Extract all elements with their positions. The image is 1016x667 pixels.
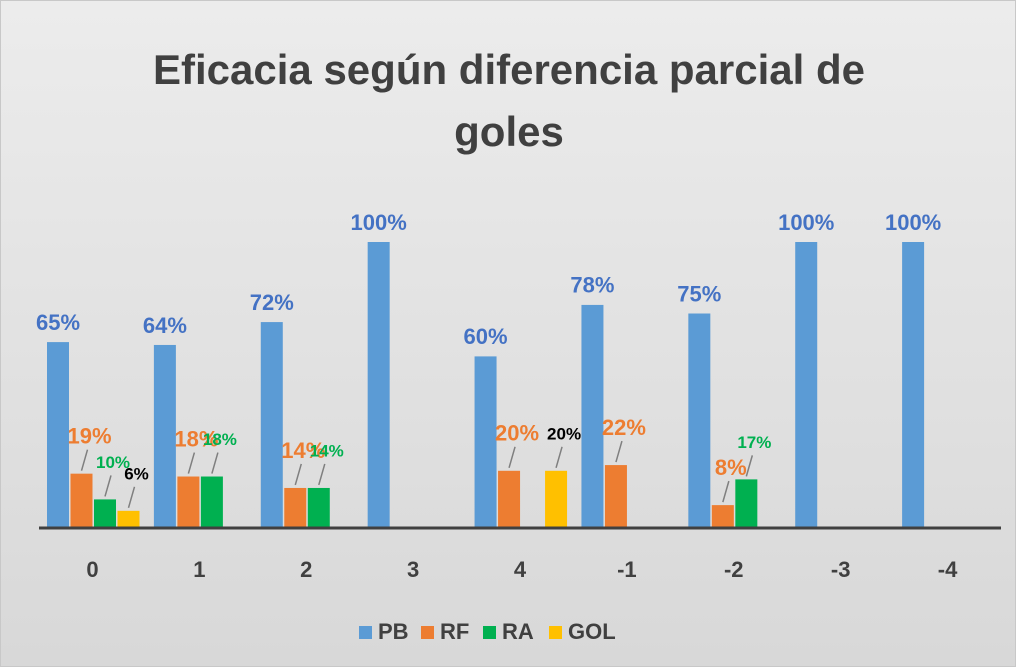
data-label: 75% <box>677 281 721 306</box>
leader-line <box>294 463 302 486</box>
data-label: 17% <box>737 433 771 452</box>
data-label: 65% <box>36 310 80 335</box>
data-label: 14% <box>281 438 325 463</box>
data-label: 100% <box>351 210 407 235</box>
data-label: 20% <box>547 424 581 443</box>
bar <box>177 476 200 528</box>
legend-label: RA <box>502 619 534 644</box>
x-tick-label: -2 <box>724 557 744 582</box>
x-tick-label: -1 <box>617 557 637 582</box>
x-tick-label: 1 <box>193 557 205 582</box>
legend-label: RF <box>440 619 469 644</box>
data-label: 10% <box>96 453 130 472</box>
bar <box>307 487 330 528</box>
bar <box>284 487 307 528</box>
data-label: 100% <box>885 210 941 235</box>
bar <box>70 473 93 528</box>
data-label: 22% <box>602 415 646 440</box>
data-label: 64% <box>143 313 187 338</box>
leader-line <box>318 463 326 486</box>
leader-line <box>615 440 623 463</box>
bar <box>94 499 116 528</box>
legend-swatch <box>483 626 496 639</box>
bar <box>581 304 604 528</box>
data-label: 20% <box>495 421 539 446</box>
data-label: 18% <box>203 430 237 449</box>
bar <box>545 470 568 528</box>
chart-title: Eficacia según diferencia parcial de gol… <box>153 46 865 155</box>
data-label: 60% <box>464 324 508 349</box>
legend-label: GOL <box>568 619 616 644</box>
bar <box>902 242 925 528</box>
leader-line <box>104 475 112 497</box>
bar <box>474 356 497 528</box>
data-label: 14% <box>310 441 344 460</box>
leader-line <box>127 486 136 509</box>
bar <box>200 476 223 528</box>
data-label: 19% <box>67 423 111 448</box>
leader-line <box>555 446 563 469</box>
leader-line <box>508 446 516 469</box>
leader-line <box>211 452 219 474</box>
bar <box>604 465 627 528</box>
bar <box>47 342 69 528</box>
bar <box>711 505 734 528</box>
legend-swatch <box>549 626 562 639</box>
leader-line <box>722 480 730 503</box>
bar <box>367 242 390 528</box>
bar <box>260 322 283 528</box>
x-tick-label: -3 <box>831 557 851 582</box>
data-label: 72% <box>250 290 294 315</box>
bar <box>795 242 818 528</box>
bar <box>498 470 521 528</box>
leader-line <box>187 452 196 474</box>
x-tick-label: 2 <box>300 557 312 582</box>
x-tick-label: -4 <box>938 557 958 582</box>
legend-swatch <box>421 626 434 639</box>
x-tick-label: 0 <box>86 557 98 582</box>
x-tick-label: 4 <box>514 557 527 582</box>
bar <box>117 510 140 528</box>
data-label: 78% <box>570 273 614 298</box>
leader-line <box>80 449 89 471</box>
bar <box>688 313 711 528</box>
data-label: 18% <box>174 426 218 451</box>
data-label: 8% <box>715 455 747 480</box>
x-tick-label: 3 <box>407 557 419 582</box>
bar <box>735 479 758 528</box>
legend-swatch <box>359 626 372 639</box>
bar <box>153 344 176 528</box>
data-label: 6% <box>124 464 149 483</box>
legend-label: PB <box>378 619 409 644</box>
leader-line <box>745 455 754 477</box>
data-label: 100% <box>778 210 834 235</box>
